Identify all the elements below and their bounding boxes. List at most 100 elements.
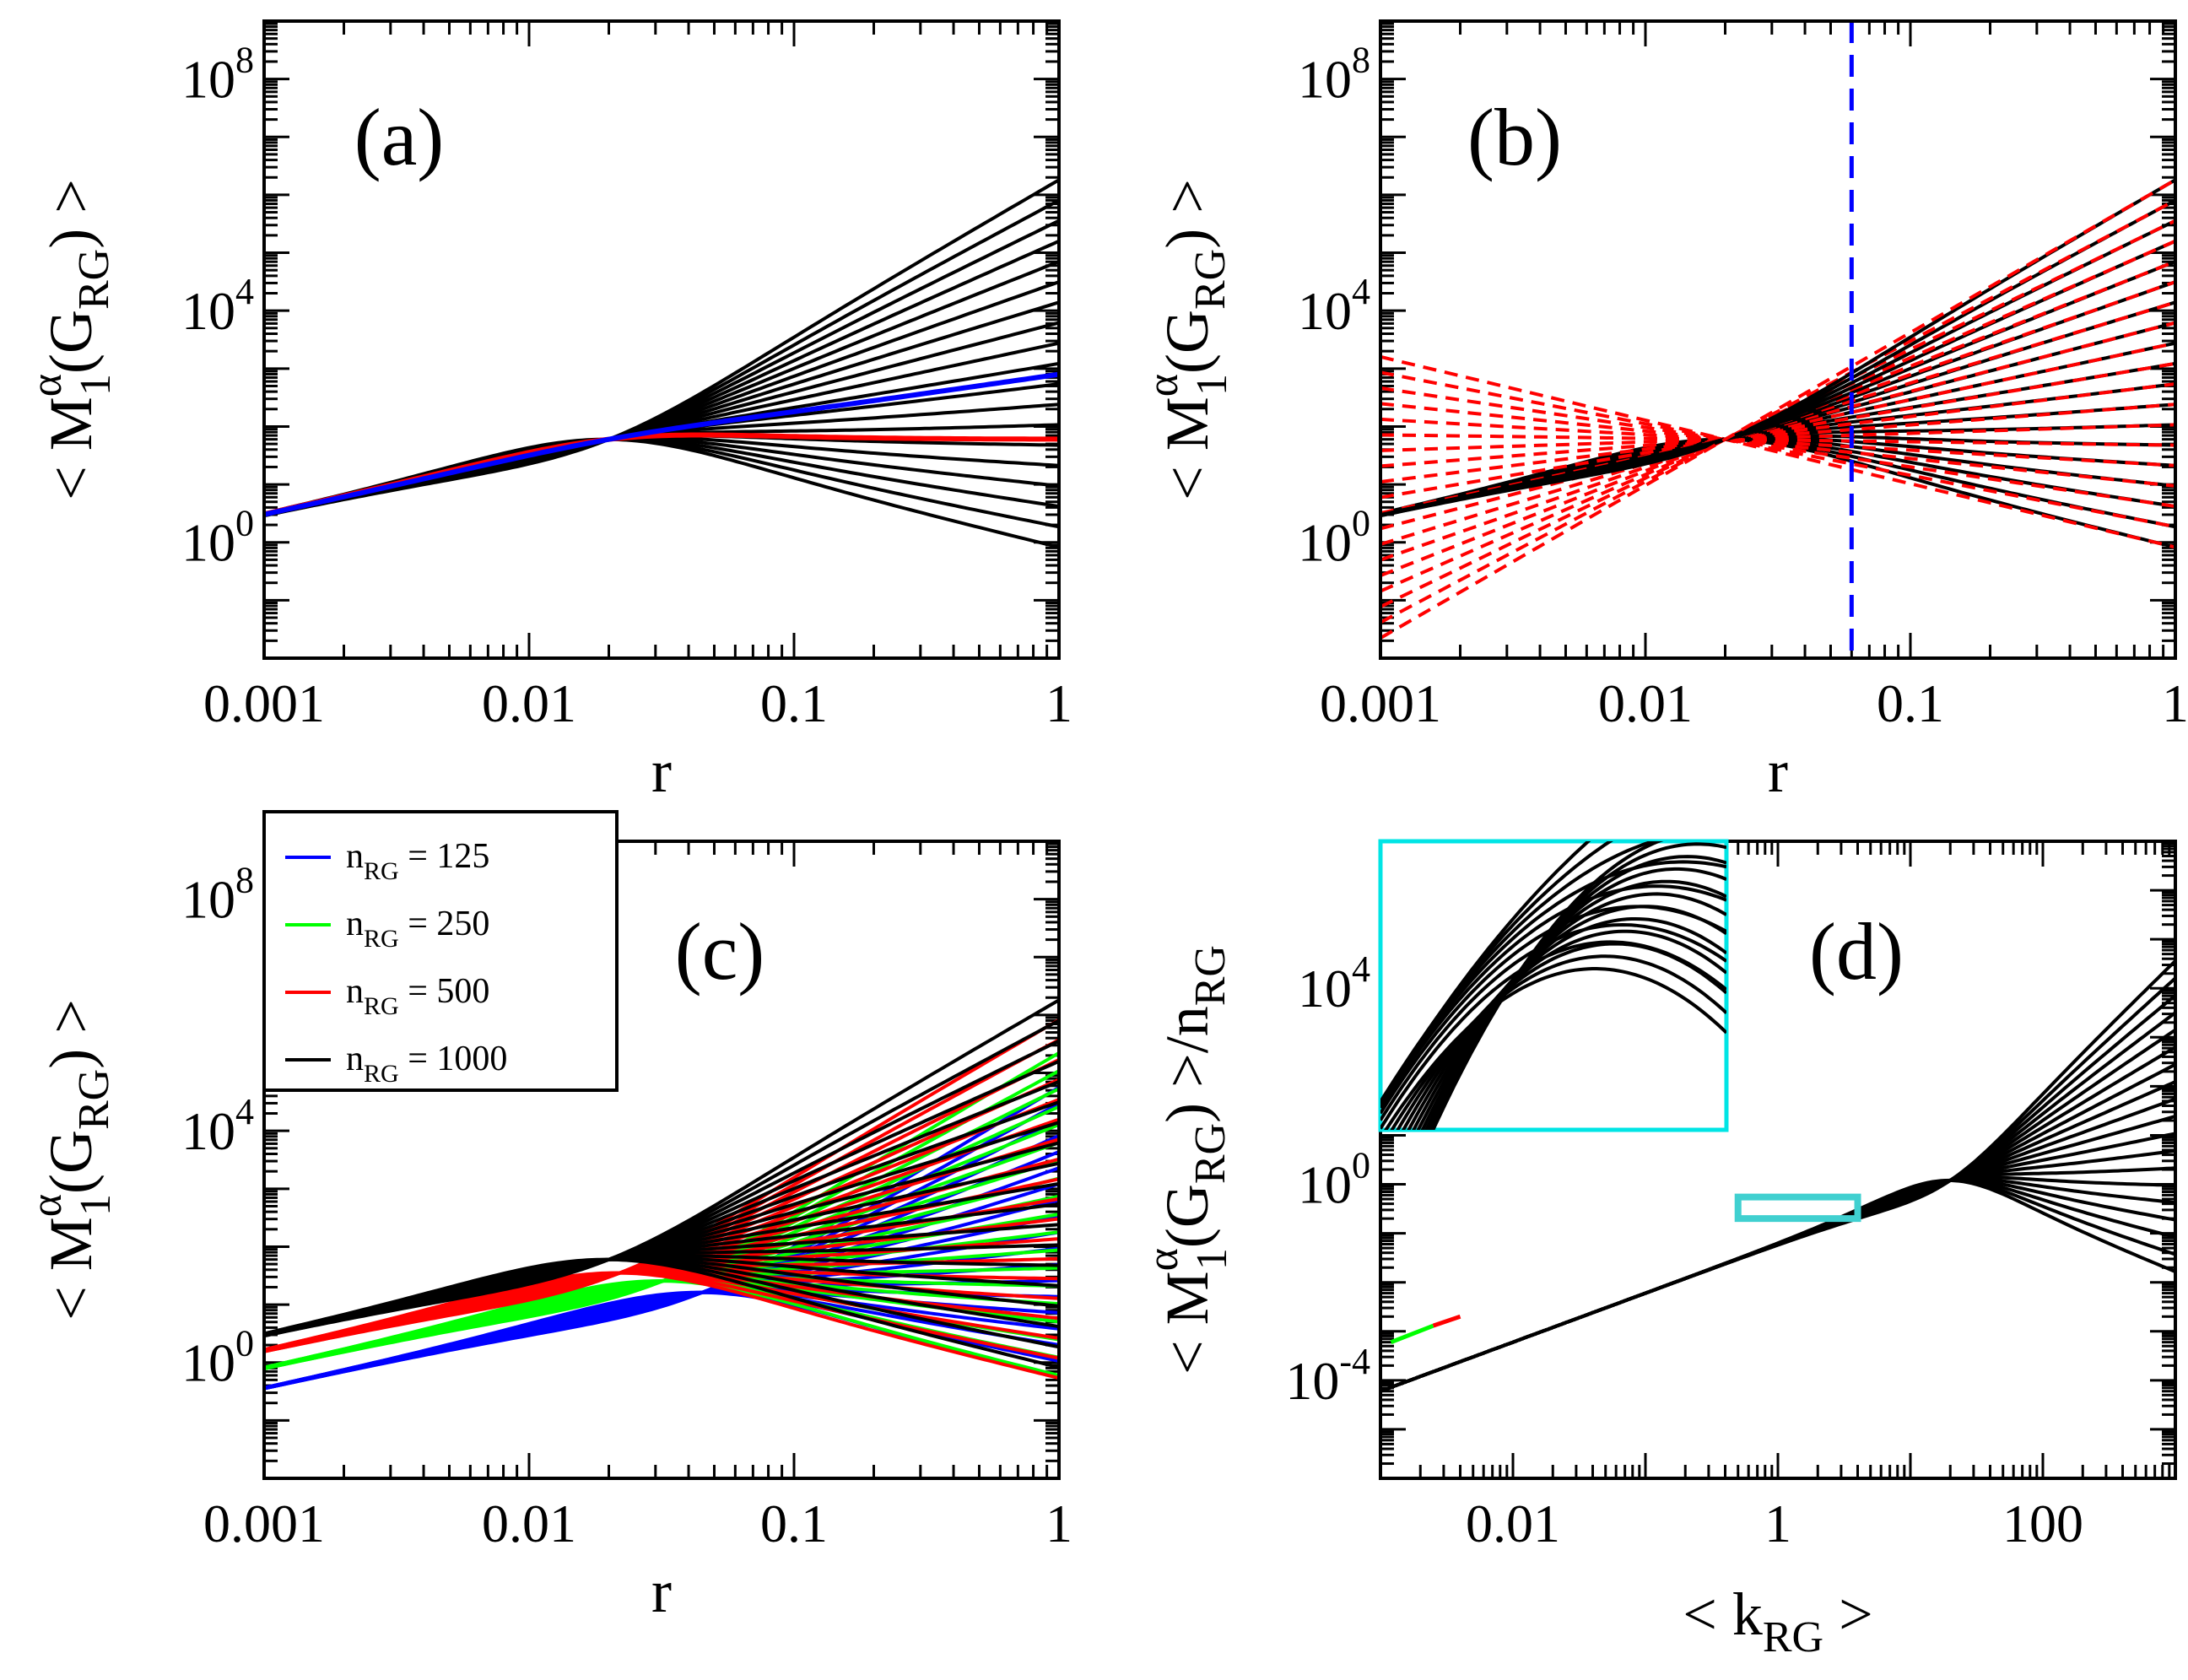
fit-line (1380, 423, 2175, 452)
x-tick-label: 0.1 (1877, 673, 1944, 733)
y-title-sub: RG (1186, 945, 1234, 1006)
x-tick-label: 1 (1045, 1494, 1072, 1553)
y-tick-base: 10 (1285, 1351, 1339, 1411)
x-tick-label: 0.001 (203, 1494, 325, 1553)
series-line (264, 1182, 1059, 1391)
x-tick-label: 1 (2162, 673, 2188, 733)
fit-line (1380, 402, 2175, 488)
x-axis-title: r (651, 1558, 672, 1625)
series-line (264, 178, 1059, 518)
inset-series-line (1380, 841, 1659, 1104)
inset-series-line (1420, 879, 1726, 1130)
axes-frame (262, 840, 1061, 1480)
series-line (264, 437, 1059, 529)
fit-line (1380, 361, 2175, 500)
legend-text-part: = 250 (399, 905, 490, 943)
y-title-part: ) > (37, 999, 105, 1069)
curves (1380, 959, 2175, 1393)
y-tick-base: 10 (181, 870, 235, 930)
legend-text-part: = 500 (399, 972, 490, 1011)
inset-series-line (1380, 884, 1726, 1110)
inset-curves (1380, 841, 1726, 1130)
inset (1378, 839, 1729, 1132)
fit-line (1380, 198, 2175, 624)
x-tick-label: 0.01 (482, 1494, 576, 1553)
y-title-sub: RG (1186, 249, 1234, 310)
y-tick-exponent: 4 (235, 271, 254, 312)
legend-text-part: n (346, 1040, 364, 1078)
inset-series-line (1431, 841, 1664, 1130)
y-tick-base: 10 (1298, 1155, 1352, 1215)
legend-text-part: n (346, 837, 364, 876)
y-tick-exponent: 0 (235, 1323, 254, 1364)
y-tick-exponent: 0 (235, 503, 254, 544)
inset-series-line (1401, 929, 1726, 1130)
legend-text-sub: RG (364, 992, 399, 1020)
x-tick-label: 0.1 (760, 673, 828, 733)
y-tick-base: 10 (1298, 959, 1352, 1018)
curves (264, 178, 1059, 549)
y-tick-base: 10 (181, 50, 235, 110)
x-tick-label: 0.01 (1466, 1494, 1560, 1553)
y-tick-base: 10 (1298, 513, 1352, 573)
series-line (264, 260, 1059, 517)
inset-series-line (1396, 942, 1726, 1130)
fit-line (1380, 354, 2175, 549)
y-title-sub: 1 (1188, 1248, 1236, 1270)
x-tick-label: 0.001 (203, 673, 325, 733)
axes-frame (262, 19, 1061, 660)
y-title-sub: 1 (72, 374, 120, 396)
y-title-sub: RG (70, 1069, 118, 1130)
y-tick-label: 104 (181, 271, 254, 341)
legend-label: nRG = 1000 (346, 1040, 507, 1088)
inset-series-line (1416, 892, 1726, 1130)
series-line (1380, 1178, 2175, 1393)
y-tick-base: 10 (1298, 50, 1352, 110)
y-title-part: < M (1153, 397, 1221, 500)
y-tick-label: 108 (1298, 40, 1370, 110)
legend-text-sub: RG (364, 925, 399, 953)
y-tick-exponent: 8 (235, 860, 254, 901)
x-title-sub: RG (1763, 1613, 1823, 1661)
legend-label: nRG = 250 (346, 905, 489, 953)
y-tick-base: 10 (181, 513, 235, 573)
y-title-sup: α (23, 1194, 71, 1217)
legend-text-sub: RG (364, 857, 399, 885)
y-title-sup: α (23, 374, 71, 397)
y-axis-title: < Mα1(GRG) >/nRG (1139, 945, 1236, 1375)
x-tick-label: 1 (1045, 673, 1072, 733)
fit-line (1380, 402, 2175, 468)
y-tick-label: 104 (1298, 271, 1370, 341)
x-tick-label: 0.001 (1320, 673, 1441, 733)
x-axis-title: r (1768, 737, 1788, 805)
curves (264, 998, 1059, 1391)
x-tick-label: 0.01 (1598, 673, 1693, 733)
y-tick-exponent: 0 (1352, 1145, 1370, 1186)
y-tick-exponent: 8 (1352, 40, 1370, 81)
fit-line (1380, 433, 2175, 447)
series-line (1380, 959, 2175, 1393)
y-title-sub: 1 (72, 1194, 120, 1216)
y-title-part: < M (37, 1217, 105, 1321)
x-axis-title: r (651, 737, 672, 805)
y-title-sub: RG (70, 249, 118, 310)
panel-label: (d) (1809, 906, 1904, 997)
y-title-part: (G (1153, 310, 1221, 374)
y-tick-label: 104 (1298, 948, 1370, 1018)
y-tick-base: 10 (181, 1101, 235, 1161)
panel-label: (b) (1467, 92, 1562, 182)
y-tick-exponent: 8 (235, 40, 254, 81)
y-tick-label: 108 (181, 40, 254, 110)
y-tick-exponent: 4 (1352, 948, 1370, 990)
inset-series-line (1390, 954, 1726, 1130)
fit-line (1380, 300, 2175, 546)
inset-series-line (1412, 905, 1726, 1130)
y-tick-base: 10 (181, 281, 235, 341)
x-title-part: < k (1683, 1580, 1763, 1648)
fit-line (1380, 417, 2175, 467)
